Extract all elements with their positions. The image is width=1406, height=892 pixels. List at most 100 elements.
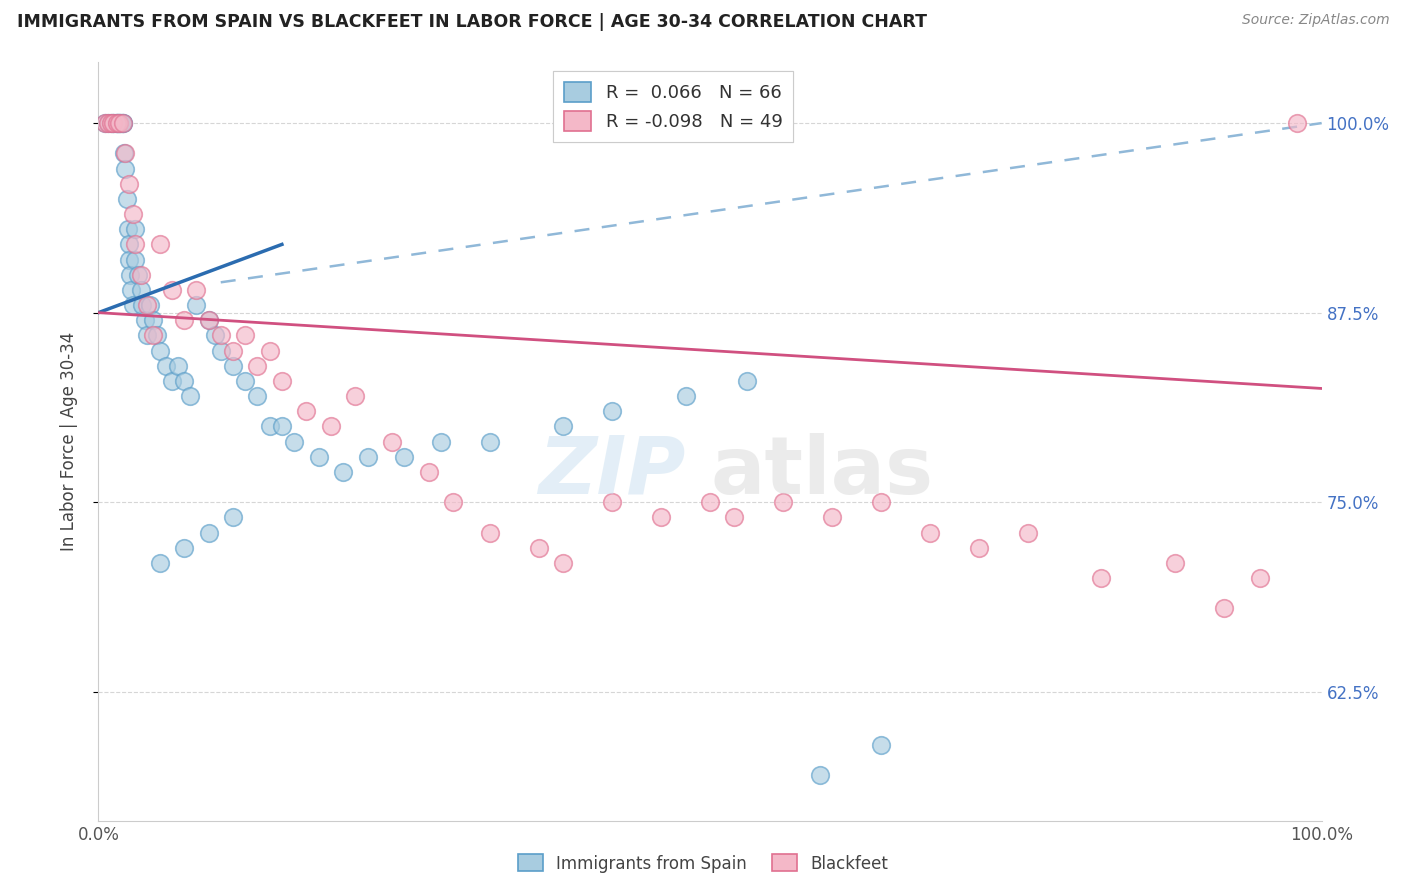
Point	[233, 328, 256, 343]
Point	[821, 510, 844, 524]
Point	[110, 116, 132, 130]
Point	[259, 343, 281, 358]
Point	[723, 510, 745, 524]
Point	[920, 525, 942, 540]
Point	[478, 434, 501, 449]
Y-axis label: In Labor Force | Age 30-34: In Labor Force | Age 30-34	[59, 332, 77, 551]
Point	[101, 116, 124, 130]
Point	[124, 222, 146, 236]
Point	[344, 389, 367, 403]
Point	[120, 283, 142, 297]
Point	[478, 525, 501, 540]
Point	[600, 495, 623, 509]
Point	[115, 192, 138, 206]
Point	[1164, 556, 1187, 570]
Point	[110, 116, 132, 130]
Point	[136, 298, 159, 312]
Point	[270, 419, 294, 434]
Point	[118, 237, 141, 252]
Point	[173, 374, 195, 388]
Point	[967, 541, 990, 555]
Point	[418, 465, 440, 479]
Point	[441, 495, 464, 509]
Point	[118, 252, 141, 267]
Point	[179, 389, 201, 403]
Text: atlas: atlas	[710, 433, 934, 511]
Point	[430, 434, 453, 449]
Point	[553, 556, 575, 570]
Point	[129, 268, 152, 282]
Point	[136, 328, 159, 343]
Point	[129, 283, 152, 297]
Point	[222, 359, 245, 373]
Point	[1286, 116, 1309, 130]
Point	[553, 419, 575, 434]
Point	[105, 116, 128, 130]
Point	[111, 116, 134, 130]
Point	[173, 313, 195, 327]
Point	[111, 116, 134, 130]
Point	[100, 116, 122, 130]
Legend: R =  0.066   N = 66, R = -0.098   N = 49: R = 0.066 N = 66, R = -0.098 N = 49	[554, 71, 793, 142]
Point	[222, 343, 245, 358]
Point	[808, 768, 831, 782]
Point	[222, 510, 245, 524]
Point	[124, 237, 146, 252]
Point	[149, 343, 172, 358]
Text: ZIP: ZIP	[538, 433, 686, 511]
Point	[104, 116, 127, 130]
Point	[124, 252, 146, 267]
Point	[197, 313, 219, 327]
Point	[283, 434, 305, 449]
Point	[356, 450, 378, 464]
Point	[527, 541, 550, 555]
Point	[332, 465, 354, 479]
Point	[121, 207, 143, 221]
Point	[699, 495, 721, 509]
Point	[204, 328, 226, 343]
Point	[120, 268, 142, 282]
Point	[105, 116, 128, 130]
Point	[100, 116, 122, 130]
Point	[111, 116, 134, 130]
Point	[155, 359, 177, 373]
Point	[105, 116, 128, 130]
Point	[93, 116, 115, 130]
Point	[93, 116, 115, 130]
Point	[111, 116, 134, 130]
Text: IMMIGRANTS FROM SPAIN VS BLACKFEET IN LABOR FORCE | AGE 30-34 CORRELATION CHART: IMMIGRANTS FROM SPAIN VS BLACKFEET IN LA…	[17, 13, 927, 31]
Point	[142, 313, 165, 327]
Point	[121, 298, 143, 312]
Point	[160, 283, 183, 297]
Point	[870, 495, 893, 509]
Point	[114, 161, 136, 176]
Point	[259, 419, 281, 434]
Point	[186, 298, 208, 312]
Point	[381, 434, 404, 449]
Point	[1017, 525, 1039, 540]
Point	[107, 116, 129, 130]
Point	[1249, 571, 1271, 585]
Point	[149, 237, 172, 252]
Point	[108, 116, 131, 130]
Point	[675, 389, 697, 403]
Point	[131, 298, 153, 312]
Point	[186, 283, 208, 297]
Point	[870, 738, 893, 752]
Point	[197, 313, 219, 327]
Point	[197, 525, 219, 540]
Point	[1212, 601, 1234, 615]
Point	[139, 298, 162, 312]
Point	[127, 268, 149, 282]
Point	[1090, 571, 1112, 585]
Point	[118, 177, 141, 191]
Point	[209, 343, 232, 358]
Point	[160, 374, 183, 388]
Point	[117, 222, 139, 236]
Point	[101, 116, 124, 130]
Point	[114, 146, 136, 161]
Point	[97, 116, 120, 130]
Point	[209, 328, 232, 343]
Point	[108, 116, 131, 130]
Point	[650, 510, 672, 524]
